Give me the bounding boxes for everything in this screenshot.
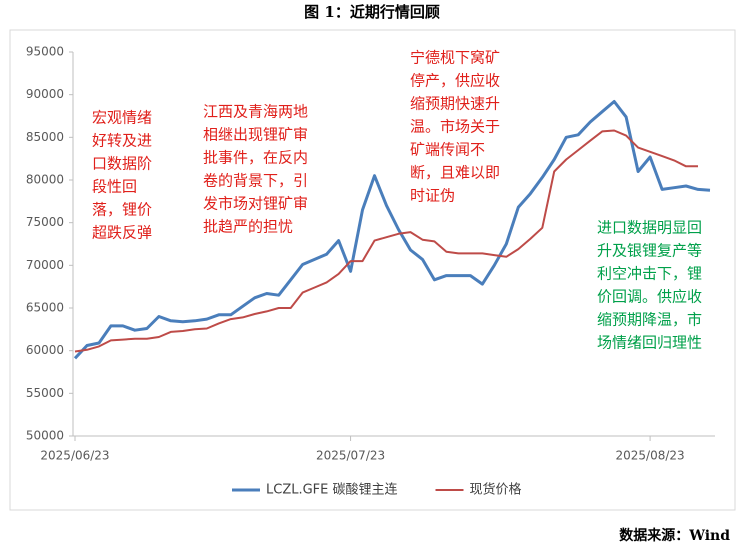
annotation-line: 升及银锂复产等 — [597, 242, 702, 260]
annotation-line: 超跌反弹 — [92, 224, 152, 242]
annotation-line: 批事件，在反内 — [203, 149, 308, 167]
annotation-line: 段性回 — [92, 178, 137, 196]
annotation-line: 温。市场关于 — [410, 118, 500, 136]
annotation-line: 断，且难以即 — [410, 164, 500, 182]
source: 数据来源：Wind — [619, 527, 730, 544]
y-tick-label: 55000 — [26, 386, 64, 400]
annotation-line: 相继出现锂矿审 — [203, 126, 308, 144]
y-tick-label: 75000 — [26, 215, 64, 229]
annotation-line: 停产，供应收 — [410, 72, 500, 90]
annotation-line: 矿端传闻不 — [410, 141, 485, 159]
y-tick-label: 70000 — [26, 258, 64, 272]
x-tick-label: 2025/07/23 — [316, 449, 385, 463]
legend-label: 现货价格 — [470, 482, 522, 498]
annotation-line: 进口数据明显回 — [597, 219, 702, 237]
y-tick-label: 85000 — [26, 130, 64, 144]
chart-title: 图 1：近期行情回顾 — [304, 3, 440, 21]
annotation-line: 落，锂价 — [92, 201, 152, 219]
annotation-line: 好转及进 — [92, 132, 152, 150]
series-line — [73, 100, 711, 360]
y-tick-label: 60000 — [26, 343, 64, 357]
annotation-line: 宏观情绪 — [92, 109, 152, 127]
legend-label: LCZL.GFE 碳酸锂主连 — [266, 482, 398, 498]
x-tick-label: 2025/06/23 — [40, 449, 109, 463]
y-tick-label: 80000 — [26, 173, 64, 187]
annotation-line: 江西及青海两地 — [203, 103, 308, 121]
annotation-line: 价回调。供应收 — [597, 288, 702, 306]
x-tick-label: 2025/08/23 — [616, 449, 685, 463]
annotation-line: 缩预期降温，市 — [597, 311, 702, 329]
series-line — [74, 129, 698, 353]
annotation-line: 宁德枧下窝矿 — [410, 49, 500, 67]
annotation-line: 口数据阶 — [92, 155, 152, 173]
annotation-line: 场情绪回归理性 — [597, 334, 702, 352]
chart-frame — [9, 29, 736, 511]
y-tick-label: 50000 — [26, 429, 64, 443]
annotation-line: 时证伪 — [410, 187, 455, 205]
annotation-line: 批趋严的担忧 — [203, 218, 293, 236]
annotation-line: 利空冲击下，锂 — [597, 265, 702, 283]
annotation-line: 卷的背景下，引 — [203, 172, 308, 190]
annotation-line: 发市场对锂矿审 — [203, 195, 308, 213]
y-tick-label: 90000 — [26, 87, 64, 101]
y-tick-label: 95000 — [26, 45, 64, 59]
annotation-line: 缩预期快速升 — [410, 95, 500, 113]
y-tick-label: 65000 — [26, 301, 64, 315]
